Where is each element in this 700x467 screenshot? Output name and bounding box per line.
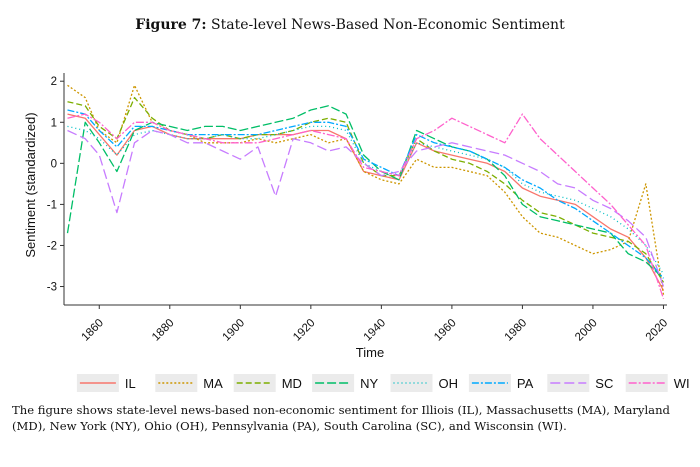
legend-label: OH [439, 376, 459, 391]
y-tick-label: -3 [47, 282, 57, 294]
x-tick-label: 1920 [291, 317, 318, 344]
x-tick-label: 1860 [80, 317, 107, 344]
legend-item-md: MD [233, 374, 302, 392]
x-tick-label: 2020 [644, 317, 671, 344]
legend-label: IL [125, 376, 136, 391]
legend: IL MA MD NY OH PA SC WI [76, 374, 690, 392]
series-line-oh [67, 125, 665, 275]
legend-key [390, 374, 433, 392]
legend-label: MA [203, 376, 223, 391]
y-tick-label: -2 [47, 240, 57, 252]
x-tick-label: 1880 [150, 317, 177, 344]
x-tick-label: 2000 [573, 317, 600, 344]
legend-item-il: IL [76, 374, 136, 392]
y-axis-label: Sentiment (standardized) [23, 112, 38, 257]
legend-label: MD [282, 376, 302, 391]
series-line-ny [66, 105, 664, 279]
figure-caption: The figure shows state-level news-based … [12, 403, 670, 433]
legend-item-pa: PA [468, 374, 534, 392]
legend-item-wi: WI [625, 374, 690, 392]
legend-item-oh: OH [390, 374, 459, 392]
series-layer [66, 84, 665, 300]
x-tick-label: 1900 [221, 317, 248, 344]
y-tick-label: 2 [51, 76, 57, 88]
y-tick-label: 0 [51, 158, 57, 170]
axes-layer: 2 1 0 -1 -2 -3 1860 1880 1900 1920 1940 1960 1980 200… [47, 73, 671, 344]
series-line-wi [67, 113, 665, 300]
legend-label: SC [595, 376, 613, 391]
series-line-md [67, 96, 665, 283]
legend-item-ny: NY [312, 374, 378, 392]
series-line-pa [67, 109, 664, 279]
y-tick-label: 1 [51, 117, 57, 129]
y-tick-label: -1 [47, 199, 57, 211]
x-axis-label: Time [356, 345, 384, 360]
legend-label: NY [360, 376, 378, 391]
x-tick-label: 1940 [362, 317, 389, 344]
figure-title-text: State-level News-Based Non-Economic Sent… [211, 17, 565, 33]
x-tick-label: 1960 [432, 317, 459, 344]
legend-item-sc: SC [547, 374, 613, 392]
figure-title: Figure 7: State-level News-Based Non-Eco… [0, 17, 700, 33]
legend-label: WI [674, 376, 690, 391]
series-line-il [67, 113, 665, 291]
legend-item-ma: MA [155, 374, 223, 392]
legend-label: PA [517, 376, 534, 391]
figure-label: Figure 7: [135, 17, 207, 33]
series-line-ma [67, 84, 665, 295]
x-tick-label: 1980 [503, 317, 530, 344]
